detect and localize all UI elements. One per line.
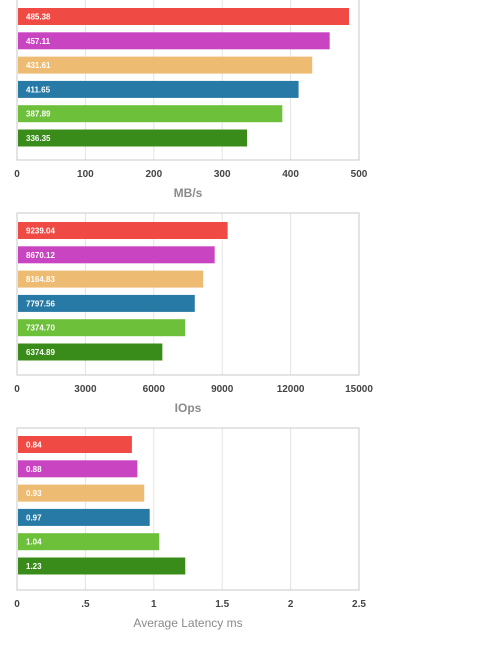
- bar: [18, 484, 145, 502]
- x-axis-label: IOps: [175, 401, 202, 415]
- bar-value-label: 1.04: [26, 538, 42, 547]
- x-tick-label: 0: [14, 599, 20, 610]
- x-tick-label: 100: [77, 169, 94, 180]
- x-tick-label: 300: [214, 169, 231, 180]
- x-tick-label: 6000: [143, 384, 166, 395]
- plot-frame: [16, 212, 360, 376]
- x-tick-label: 3000: [74, 384, 97, 395]
- bar: [18, 129, 248, 147]
- x-tick-label: 9000: [211, 384, 234, 395]
- bar: [18, 270, 204, 288]
- bar: [18, 56, 313, 74]
- x-tick-label: 500: [351, 169, 368, 180]
- plot-frame: [16, 427, 360, 591]
- iops-chart: 9239.04 8670.12 8164.83 7797.56 7374.70 6374.…: [14, 212, 373, 415]
- x-tick-label: 1: [151, 599, 157, 610]
- x-tick-label: .5: [81, 599, 90, 610]
- bar: [18, 460, 138, 478]
- bar-value-label: 1.23: [26, 562, 42, 571]
- bar-value-label: 7374.70: [26, 324, 55, 333]
- bar-value-label: 6374.89: [26, 348, 55, 357]
- bar-value-label: 0.93: [26, 489, 42, 498]
- bar: [18, 436, 132, 453]
- bar: [18, 294, 195, 312]
- bar-value-label: 0.97: [26, 513, 42, 522]
- bar-value-label: 0.88: [26, 465, 42, 474]
- bar-value-label: 387.89: [26, 110, 51, 119]
- bar-value-label: 0.84: [26, 441, 42, 450]
- bar-value-label: 457.11: [26, 37, 51, 46]
- x-axis-label: MB/s: [174, 186, 203, 200]
- bar: [18, 246, 215, 264]
- bar: [18, 319, 186, 337]
- bar: [18, 80, 299, 98]
- x-tick-label: 0: [14, 169, 20, 180]
- bar-value-label: 8670.12: [26, 251, 55, 260]
- bar: [18, 222, 228, 239]
- bar-value-label: 336.35: [26, 134, 51, 143]
- bar-value-label: 431.61: [26, 61, 51, 70]
- bar-value-label: 485.38: [26, 13, 51, 22]
- plot-frame: [16, 0, 360, 161]
- bar: [18, 343, 163, 361]
- bar: [18, 533, 160, 551]
- bar-value-label: 411.65: [26, 85, 51, 94]
- bar-value-label: 7797.56: [26, 299, 55, 308]
- x-tick-label: 12000: [277, 384, 305, 395]
- x-axis-label: Average Latency ms: [133, 616, 242, 630]
- x-tick-label: 2.5: [352, 599, 366, 610]
- bar: [18, 8, 349, 25]
- throughput-chart: 485.38 457.11 431.61 411.65 387.89 336.35 0 100…: [14, 0, 368, 200]
- x-tick-label: 400: [282, 169, 299, 180]
- x-tick-label: 15000: [345, 384, 373, 395]
- x-tick-label: 0: [14, 384, 20, 395]
- bar: [18, 508, 150, 526]
- x-tick-label: 2: [288, 599, 294, 610]
- bar-value-label: 9239.04: [26, 227, 55, 236]
- bar: [18, 32, 330, 50]
- latency-chart: 0.84 0.88 0.93 0.97 1.04 1.23 0 .5 1 1.5 2 2.5 Avera…: [14, 427, 366, 630]
- bar: [18, 105, 283, 123]
- x-tick-label: 1.5: [215, 599, 229, 610]
- bar: [18, 557, 186, 575]
- bar-value-label: 8164.83: [26, 275, 55, 284]
- x-tick-label: 200: [145, 169, 162, 180]
